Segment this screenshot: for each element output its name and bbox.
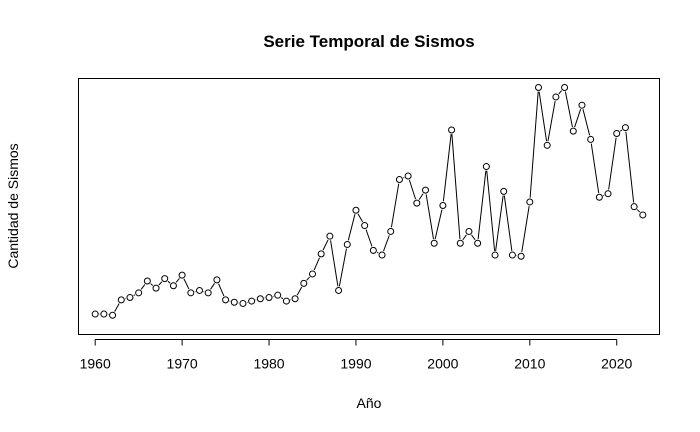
- data-point: [448, 126, 456, 134]
- data-point: [282, 297, 290, 305]
- data-point: [639, 211, 647, 219]
- data-point: [465, 227, 473, 235]
- data-point: [378, 251, 386, 259]
- data-point: [569, 127, 577, 135]
- data-point: [161, 275, 169, 283]
- data-point: [387, 227, 395, 235]
- x-tick-label: 2000: [427, 356, 458, 372]
- data-point: [178, 271, 186, 279]
- data-point: [552, 93, 560, 101]
- data-point: [152, 284, 160, 292]
- data-point: [256, 295, 264, 303]
- x-tick-label: 2010: [514, 356, 545, 372]
- data-point: [335, 286, 343, 294]
- data-point: [587, 135, 595, 143]
- data-point: [100, 310, 108, 318]
- data-point: [117, 296, 125, 304]
- data-point: [413, 199, 421, 207]
- data-point: [430, 239, 438, 247]
- data-point: [404, 172, 412, 180]
- data-point: [395, 176, 403, 184]
- data-point: [326, 232, 334, 240]
- data-point: [109, 311, 117, 319]
- y-axis-label: Cantidad de Sismos: [5, 143, 21, 268]
- data-point: [491, 251, 499, 259]
- data-point: [169, 282, 177, 290]
- x-tick-label: 2020: [601, 356, 632, 372]
- data-point: [196, 286, 203, 294]
- data-point: [613, 130, 621, 138]
- data-point: [474, 239, 482, 247]
- data-point: [91, 310, 99, 318]
- x-tick-label: 1980: [253, 356, 284, 372]
- data-point: [213, 276, 221, 284]
- data-point: [439, 202, 447, 209]
- chart-title: Serie Temporal de Sismos: [263, 32, 474, 51]
- data-point: [239, 299, 247, 307]
- data-point: [343, 240, 351, 248]
- data-point: [621, 124, 629, 132]
- data-point: [361, 222, 369, 230]
- data-point: [517, 252, 525, 260]
- data-point: [482, 163, 490, 171]
- data-point: [595, 193, 603, 201]
- data-point: [265, 294, 273, 302]
- data-point: [135, 289, 143, 297]
- data-point: [604, 190, 612, 198]
- data-point: [300, 279, 308, 287]
- plot-frame: [78, 78, 660, 335]
- data-point: [352, 206, 360, 214]
- data-point: [535, 84, 542, 91]
- x-tick-label: 1990: [340, 356, 371, 372]
- x-tick-label: 1960: [80, 356, 111, 372]
- data-point: [143, 277, 151, 285]
- data-point: [204, 289, 212, 297]
- data-point: [230, 298, 238, 306]
- series-line: [99, 90, 641, 316]
- data-point: [456, 239, 464, 247]
- data-point: [500, 187, 508, 195]
- data-point: [317, 250, 325, 258]
- data-point: [561, 84, 569, 91]
- data-point: [422, 186, 429, 194]
- data-point: [578, 101, 586, 109]
- data-point: [309, 270, 316, 278]
- data-point: [248, 297, 256, 305]
- series: [91, 84, 647, 319]
- data-point: [187, 289, 195, 297]
- data-point: [508, 251, 516, 259]
- data-point: [126, 294, 134, 302]
- x-tick-label: 1970: [167, 356, 198, 372]
- data-point: [222, 296, 230, 304]
- x-axis-label: Año: [357, 395, 382, 411]
- x-axis: 1960 1970 1980 1990 2000 2010 2020: [80, 339, 633, 372]
- data-point: [291, 295, 299, 303]
- data-point: [274, 291, 282, 299]
- data-point: [630, 203, 638, 211]
- data-point: [526, 198, 534, 206]
- data-point: [543, 141, 551, 149]
- data-point: [369, 246, 377, 254]
